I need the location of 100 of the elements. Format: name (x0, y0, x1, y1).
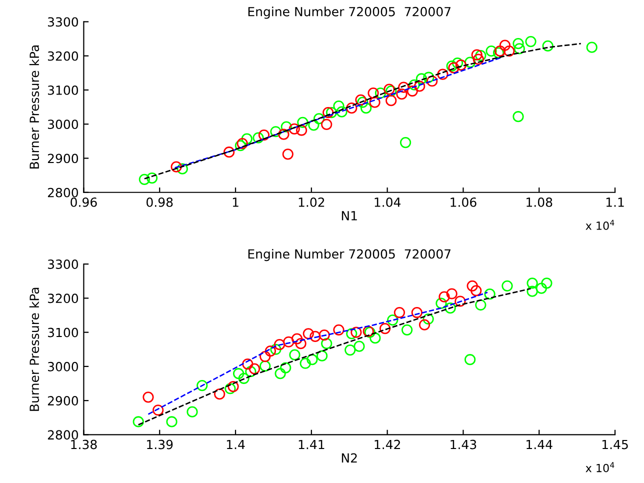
y-tick-label: 3300 (48, 260, 78, 269)
y-tick-label: 3100 (48, 85, 78, 95)
y-tick-label: 2800 (48, 430, 78, 440)
y-axis-title: Burner Pressure kPa (29, 46, 40, 169)
y-tick-label: 3000 (48, 362, 78, 372)
point (186, 406, 198, 418)
point (454, 296, 466, 307)
point (295, 338, 306, 350)
x-tick-label: 0.98 (146, 197, 173, 207)
point (283, 336, 294, 348)
point (270, 126, 282, 138)
point (245, 366, 256, 378)
point (536, 282, 547, 294)
point (297, 116, 308, 128)
point (350, 326, 362, 338)
point (321, 338, 332, 350)
point (526, 278, 538, 289)
point (426, 76, 438, 87)
y-tick-label: 2800 (48, 188, 78, 198)
point (472, 54, 484, 65)
point (514, 43, 525, 54)
point (355, 94, 366, 106)
point (142, 392, 154, 403)
chart-title: Engine Number 720005 720007 (248, 6, 450, 19)
point (368, 88, 379, 99)
point (586, 42, 598, 53)
point (406, 85, 418, 97)
y-tick-label: 3200 (48, 294, 78, 304)
point (471, 49, 482, 60)
point (369, 96, 380, 108)
x-tick-label: 0.96 (70, 197, 97, 207)
point (308, 120, 320, 131)
point (166, 416, 178, 428)
point (288, 123, 300, 134)
x-tick-label: 1.1 (606, 198, 624, 207)
point (170, 161, 182, 172)
point (408, 79, 420, 90)
point (289, 349, 300, 360)
point (296, 124, 308, 136)
point (224, 146, 235, 158)
x-tick-label: 1.39 (147, 440, 173, 450)
x-tick-label: 1.04 (374, 197, 401, 207)
point (302, 328, 314, 340)
point (214, 388, 226, 400)
point (418, 319, 430, 330)
point (344, 344, 356, 356)
point (502, 280, 513, 292)
y-tick-label: 3100 (48, 328, 78, 338)
point (282, 148, 294, 160)
point (357, 96, 368, 108)
point (396, 88, 408, 100)
point (499, 40, 511, 51)
point (541, 278, 552, 289)
point (416, 73, 428, 84)
y-tick-label: 3200 (48, 51, 78, 61)
point (512, 38, 524, 50)
x-tick-label: 1.44 (526, 440, 552, 450)
point (138, 174, 150, 185)
point (228, 381, 239, 392)
y-axis-title: Burner Pressure kPa (29, 288, 40, 411)
point (233, 368, 244, 380)
point (260, 350, 271, 362)
x-tick-label: 1.42 (374, 440, 400, 450)
x-tick-label: 1.06 (450, 197, 476, 207)
point (310, 330, 321, 342)
point (379, 323, 391, 334)
point (387, 314, 398, 326)
point (248, 363, 260, 374)
point (423, 72, 434, 83)
point (196, 380, 208, 392)
point (394, 306, 406, 318)
point (452, 57, 464, 69)
point (438, 291, 450, 302)
point (176, 163, 188, 174)
point (400, 136, 412, 148)
y-tick-label: 3000 (48, 120, 78, 130)
point (414, 80, 426, 92)
point (475, 50, 486, 62)
point (346, 328, 358, 340)
point (444, 302, 456, 314)
x-tick-label: 1.43 (450, 440, 476, 450)
point (322, 106, 334, 118)
point (274, 339, 286, 350)
x-tick-label: 1 (232, 198, 238, 207)
point (486, 46, 497, 57)
x-tick-label: 1.41 (298, 440, 324, 450)
point (464, 56, 476, 68)
point (264, 346, 276, 357)
point (300, 358, 311, 369)
point (241, 133, 252, 144)
point (224, 383, 236, 394)
point (326, 106, 338, 118)
point (346, 102, 358, 114)
point (398, 82, 410, 93)
text: x 10$^{4}$ (586, 462, 614, 472)
point (370, 332, 381, 344)
point (132, 416, 144, 428)
point (313, 113, 325, 124)
point (470, 285, 482, 296)
point (354, 340, 365, 352)
